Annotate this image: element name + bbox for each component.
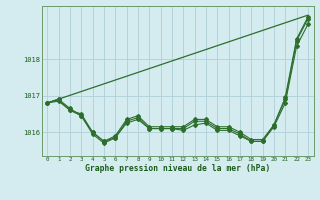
X-axis label: Graphe pression niveau de la mer (hPa): Graphe pression niveau de la mer (hPa) [85,164,270,173]
